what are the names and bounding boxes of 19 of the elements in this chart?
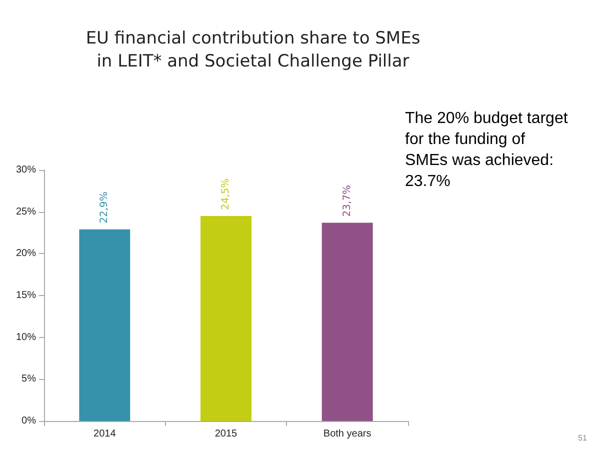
x-tick-label: 2015 [214, 428, 238, 440]
bar [79, 229, 130, 421]
x-tick-label: Both years [323, 428, 372, 440]
y-tick-label: 25% [16, 206, 36, 218]
bar [200, 216, 252, 421]
y-tick-label: 20% [16, 248, 36, 260]
data-label: 24,5% [220, 178, 232, 210]
y-tick-label: 30% [16, 164, 36, 176]
data-label: 22,9% [99, 192, 110, 224]
y-tick-label: 5% [22, 374, 36, 385]
bar [322, 222, 373, 421]
text: 51 [578, 434, 588, 442]
x-tick-label: 2014 [94, 428, 116, 440]
annotation: The 20% budget target for the funding of SMEs was achieved: 23.7% [405, 110, 568, 190]
y-tick-label: 10% [16, 332, 36, 343]
y-tick-label: 15% [16, 290, 36, 301]
data-label: 23,7% [342, 184, 353, 217]
y-tick-label: 0% [22, 416, 36, 426]
chart-title: EU financial contribution share to SMEs in LEIT* and Societal Challenge Pillar [86, 28, 420, 72]
